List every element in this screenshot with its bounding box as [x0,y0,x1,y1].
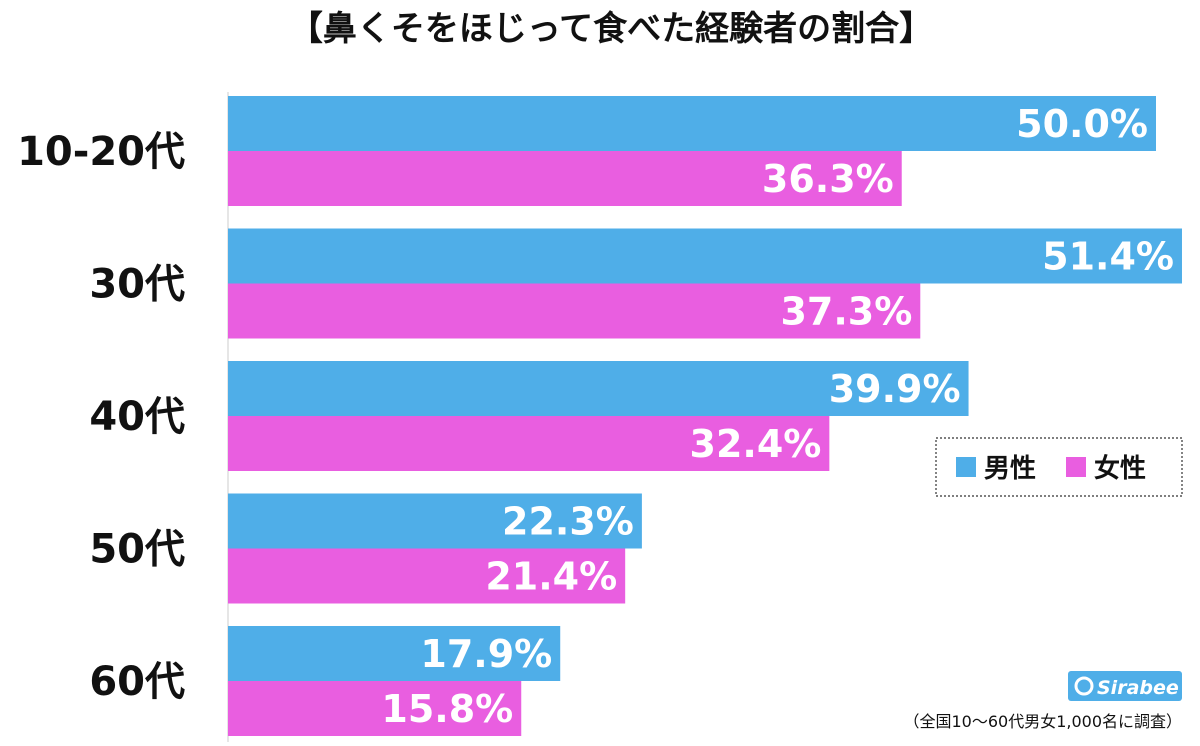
bar-label-male: 51.4% [1042,235,1174,279]
bar-label-male: 22.3% [502,500,634,544]
bar-female [228,681,522,736]
bar-label-female: 36.3% [762,157,894,201]
bar-female [228,548,626,604]
bar-male [228,96,1156,151]
bar-label-female: 15.8% [381,687,513,731]
category-label: 60代 [89,659,185,705]
bar-male [228,228,1182,284]
legend-label-female: 女性 [1094,453,1146,484]
bar-label-male: 17.9% [420,632,552,676]
bar-label-female: 21.4% [485,555,617,599]
category-label: 50代 [89,527,185,573]
bar-male [228,626,561,681]
bar-male [228,493,642,549]
legend-label-male: 男性 [984,454,1036,484]
legend-box [935,437,1183,497]
logo-text: Sirabee [1097,677,1179,699]
bar-male [228,361,969,416]
bar-female [228,151,902,206]
bar-label-female: 32.4% [690,422,822,466]
source-note: （全国10〜60代男女1,000名に調査） [903,712,1182,731]
logo-mark-icon [1074,676,1094,696]
legend: 男性 女性 [935,437,1183,497]
bar-label-male: 39.9% [829,367,961,411]
category-label: 40代 [89,394,185,440]
bar-label-male: 50.0% [1016,102,1148,146]
logo-background [1068,671,1182,701]
bar-female [228,416,830,471]
bars-layer: 50.0% 36.3% 51.4% 37.3% 39.9%32.4% 22.3% 21.4%… [228,96,1182,736]
category-labels: 10-20代 30代 40代 50代 60代 [17,129,185,705]
legend-swatch-female [1066,457,1086,477]
bar-label-female: 37.3% [780,290,912,334]
category-label: 30代 [89,262,185,308]
legend-swatch-male [956,457,976,477]
chart-title: 【鼻くそをほじって食べた経験者の割合】 [289,9,933,49]
bar-female [228,283,921,339]
sirabee-logo: Sirabee [1068,671,1182,701]
category-label: 10-20代 [17,129,185,175]
